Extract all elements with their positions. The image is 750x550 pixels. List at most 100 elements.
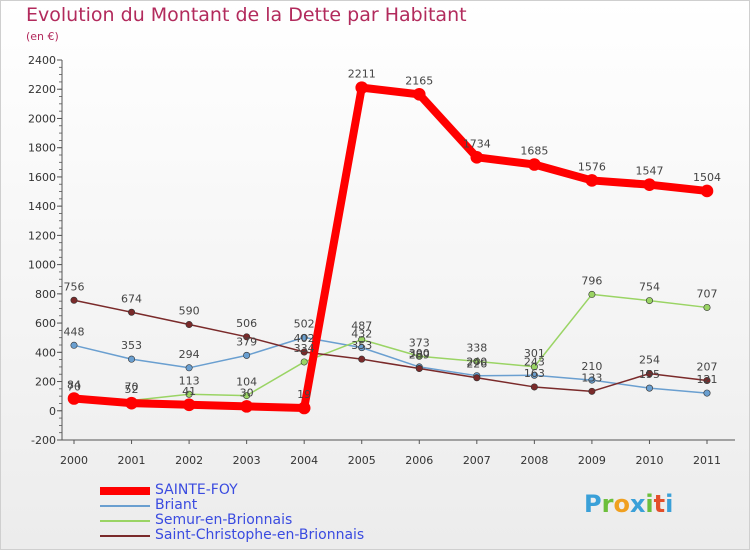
legend-label: SAINTE-FOY [155,482,238,498]
x-tick-label: 2010 [635,454,663,467]
data-label-briant: 448 [64,325,85,338]
data-label-briant: 243 [524,355,545,368]
data-point-saint-christophe-en-brionnais [358,355,366,363]
data-point-sainte-foy [125,396,138,410]
data-label-briant: 240 [466,356,487,369]
logo-letter: P [584,490,602,518]
data-point-semur-en-brionnais [703,303,711,311]
data-label-sainte-foy: 1734 [463,137,491,150]
data-point-sainte-foy [470,151,484,164]
data-point-saint-christophe-en-brionnais [703,377,711,385]
chart-subtitle: (en €) [26,30,59,43]
data-point-sainte-foy [355,81,369,94]
legend-swatch [100,505,150,507]
data-point-sainte-foy [412,88,426,101]
data-label-saint-christophe-en-brionnais: 163 [524,367,545,380]
data-point-semur-en-brionnais [588,290,596,298]
data-label-briant: 210 [581,360,602,373]
data-point-sainte-foy [643,178,656,191]
y-tick-label: 1600 [28,171,56,184]
y-tick-label: 1400 [28,200,56,213]
data-label-semur-en-brionnais: 301 [524,347,545,360]
data-label-sainte-foy: 1576 [578,160,606,173]
data-point-sainte-foy [528,158,541,171]
data-point-sainte-foy [67,392,81,405]
data-label-semur-en-brionnais: 338 [466,341,487,354]
data-label-saint-christophe-en-brionnais: 207 [697,361,718,374]
legend-label: Saint-Christophe-en-Brionnais [155,527,365,543]
y-tick-label: 1800 [28,142,56,155]
data-point-saint-christophe-en-brionnais [530,383,538,391]
data-point-briant [185,364,193,372]
logo-letter: i [645,490,654,518]
data-point-sainte-foy [700,184,714,198]
y-tick-label: 600 [35,317,56,330]
data-label-sainte-foy: 1685 [520,145,548,158]
y-tick-label: 0 [49,405,56,418]
data-label-semur-en-brionnais: 70 [125,381,139,394]
data-label-semur-en-brionnais: 754 [639,281,660,294]
data-point-saint-christophe-en-brionnais [588,387,596,395]
data-label-semur-en-brionnais: 487 [351,320,372,333]
data-label-saint-christophe-en-brionnais: 674 [121,292,142,305]
logo-letter: i [665,490,674,518]
data-label-saint-christophe-en-brionnais: 756 [64,280,85,293]
data-label-semur-en-brionnais: 334 [294,342,315,355]
legend-swatch [100,520,150,522]
y-tick-label: 400 [35,346,56,359]
data-label-saint-christophe-en-brionnais: 254 [639,354,660,367]
data-point-briant [128,355,136,363]
legend-label: Briant [155,497,198,513]
data-point-semur-en-brionnais [243,392,251,400]
series-line-sainte-foy [70,83,711,412]
data-label-semur-en-brionnais: 796 [581,274,602,287]
data-label-saint-christophe-en-brionnais: 506 [236,317,257,330]
y-tick-label: 1200 [28,229,56,242]
data-label-saint-christophe-en-brionnais: 402 [294,332,315,345]
data-point-briant [358,344,366,352]
logo-letter: x [629,490,646,518]
data-point-briant [530,371,538,379]
chart-series [67,81,714,415]
x-tick-label: 2007 [463,454,491,467]
data-point-semur-en-brionnais [473,357,481,365]
data-point-briant [243,351,251,359]
x-tick-label: 2000 [60,454,88,467]
data-point-briant [588,376,596,384]
data-label-briant: 294 [179,348,200,361]
x-tick-label: 2006 [405,454,433,467]
proxiti-logo: Proxiti [584,490,673,518]
data-point-semur-en-brionnais [185,390,193,398]
chart-data-labels: 448 353 294 379 502 432 300 240 243 210 155 121 70 70… [64,68,722,401]
logo-letter: t [653,490,666,518]
data-point-saint-christophe-en-brionnais [70,296,78,304]
x-tick-label: 2005 [348,454,376,467]
data-label-briant: 300 [409,347,430,360]
data-point-saint-christophe-en-brionnais [473,374,481,382]
data-point-briant [300,333,308,341]
logo-letter: o [613,490,630,518]
data-point-saint-christophe-en-brionnais [645,370,653,378]
data-label-saint-christophe-en-brionnais: 590 [179,305,200,318]
data-label-semur-en-brionnais: 104 [236,376,257,389]
data-point-briant [70,341,78,349]
data-point-sainte-foy [585,174,599,187]
data-label-semur-en-brionnais: 70 [67,381,81,394]
data-point-sainte-foy [297,401,311,415]
series-line-semur-en-brionnais [73,293,708,402]
y-tick-label: 200 [35,376,56,389]
data-label-sainte-foy: 1504 [693,171,721,184]
data-point-sainte-foy [240,400,253,413]
series-line-briant [73,336,708,394]
data-point-saint-christophe-en-brionnais [415,365,423,373]
chart-title: Evolution du Montant de la Dette par Hab… [26,4,467,26]
data-point-semur-en-brionnais [415,352,423,360]
data-label-sainte-foy: 84 [67,378,81,391]
x-tick-label: 2011 [693,454,721,467]
data-point-briant [645,384,653,392]
x-tick-label: 2001 [118,454,146,467]
data-point-saint-christophe-en-brionnais [300,348,308,356]
data-label-saint-christophe-en-brionnais: 353 [351,339,372,352]
data-label-briant: 121 [697,373,718,386]
x-tick-label: 2003 [233,454,261,467]
